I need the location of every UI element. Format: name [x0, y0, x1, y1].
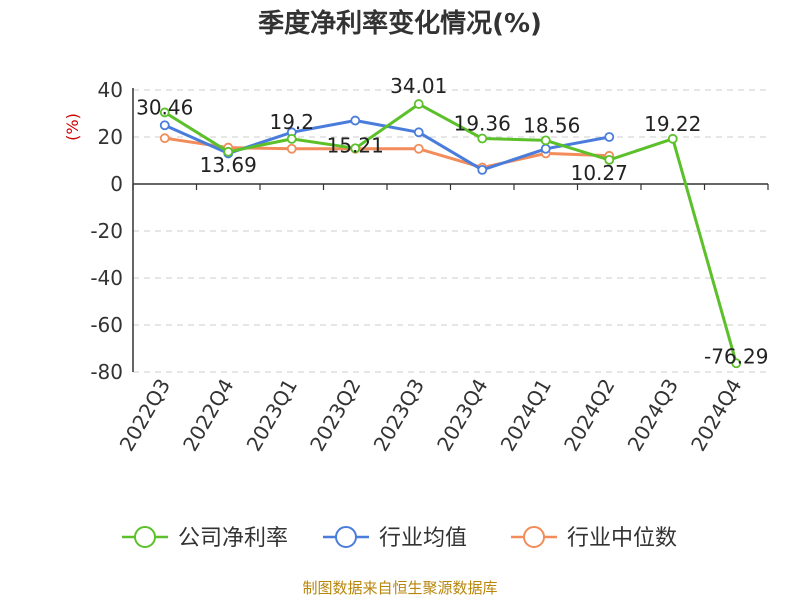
- legend-item: 公司净利率: [122, 526, 288, 551]
- data-label: -76.29: [704, 344, 768, 368]
- data-point: [540, 135, 551, 146]
- y-axis-label: (%): [63, 113, 82, 141]
- data-point: [604, 154, 615, 165]
- x-tick-label: 2023Q3: [369, 375, 429, 456]
- y-tick-label: -40: [90, 266, 123, 290]
- data-label: 18.56: [523, 113, 580, 137]
- data-point: [350, 143, 361, 154]
- data-label: 34.01: [390, 74, 447, 98]
- legend-label: 行业中位数: [567, 526, 677, 551]
- y-tick-label: 20: [98, 125, 123, 149]
- legend-swatch-marker: [134, 526, 156, 548]
- data-label: 19.22: [644, 112, 701, 136]
- data-label: 30.46: [136, 95, 193, 119]
- data-point: [540, 143, 551, 154]
- y-tick-labels: 40 20 0 -20 -40 -60 -80: [90, 78, 123, 384]
- data-label: 19.36: [454, 112, 511, 136]
- x-tick-label: 2024Q4: [686, 375, 746, 456]
- x-tick-label: 2024Q3: [623, 375, 683, 456]
- series-lines: [159, 99, 742, 369]
- gridlines: [133, 89, 768, 373]
- data-label: 13.69: [200, 153, 257, 177]
- y-tick-label: 0: [110, 172, 123, 196]
- data-point: [286, 143, 297, 154]
- data-point: [477, 133, 488, 144]
- y-tick-label: 40: [98, 78, 123, 102]
- legend-swatch-marker: [335, 526, 357, 548]
- data-point: [604, 132, 615, 142]
- axes: [132, 88, 769, 372]
- data-labels: 30.46 13.69 19.2 15.21 34.01 19.36 18.56 10.27 1…: [136, 74, 768, 368]
- x-tick-label: 2023Q1: [242, 375, 302, 456]
- x-tick-label: 2024Q2: [559, 375, 619, 456]
- legend-item: 行业中位数: [511, 526, 677, 551]
- x-tick-label: 2023Q4: [432, 375, 492, 456]
- chart-title: 季度净利率变化情况(%): [258, 8, 542, 39]
- legend-label: 公司净利率: [178, 526, 288, 551]
- legend: 公司净利率 行业均值 行业中位数: [122, 526, 677, 551]
- data-point: [477, 164, 488, 175]
- data-point: [350, 115, 361, 126]
- data-point: [413, 99, 424, 109]
- data-point: [413, 127, 424, 138]
- data-point: [159, 120, 170, 131]
- data-point: [223, 146, 234, 157]
- y-tick-label: -80: [90, 360, 123, 384]
- data-label: 15.21: [327, 133, 384, 157]
- data-point: [667, 133, 678, 144]
- data-label: 19.2: [269, 110, 314, 134]
- x-tick-labels: 2022Q3 2022Q4 2023Q1 2023Q2 2023Q3 2023Q4 2024…: [115, 375, 747, 456]
- y-tick-label: -60: [90, 313, 123, 337]
- legend-label: 行业均值: [379, 526, 467, 551]
- legend-item: 行业均值: [323, 526, 467, 551]
- y-tick-label: -20: [90, 219, 123, 243]
- data-point: [413, 143, 424, 154]
- series-line-2: [164, 136, 610, 170]
- x-tick-label: 2023Q2: [305, 375, 365, 456]
- legend-swatch-marker: [523, 526, 545, 548]
- x-tick-label: 2024Q1: [496, 375, 556, 456]
- source-note: 制图数据来自恒生聚源数据库: [302, 579, 497, 597]
- x-tick-label: 2022Q4: [178, 375, 238, 456]
- data-point: [286, 133, 297, 144]
- data-point: [159, 107, 170, 118]
- data-point: [731, 358, 742, 369]
- data-point: [159, 133, 170, 144]
- series-line-0: [164, 102, 738, 364]
- data-label: 10.27: [571, 161, 628, 185]
- x-tick-label: 2022Q3: [115, 375, 175, 456]
